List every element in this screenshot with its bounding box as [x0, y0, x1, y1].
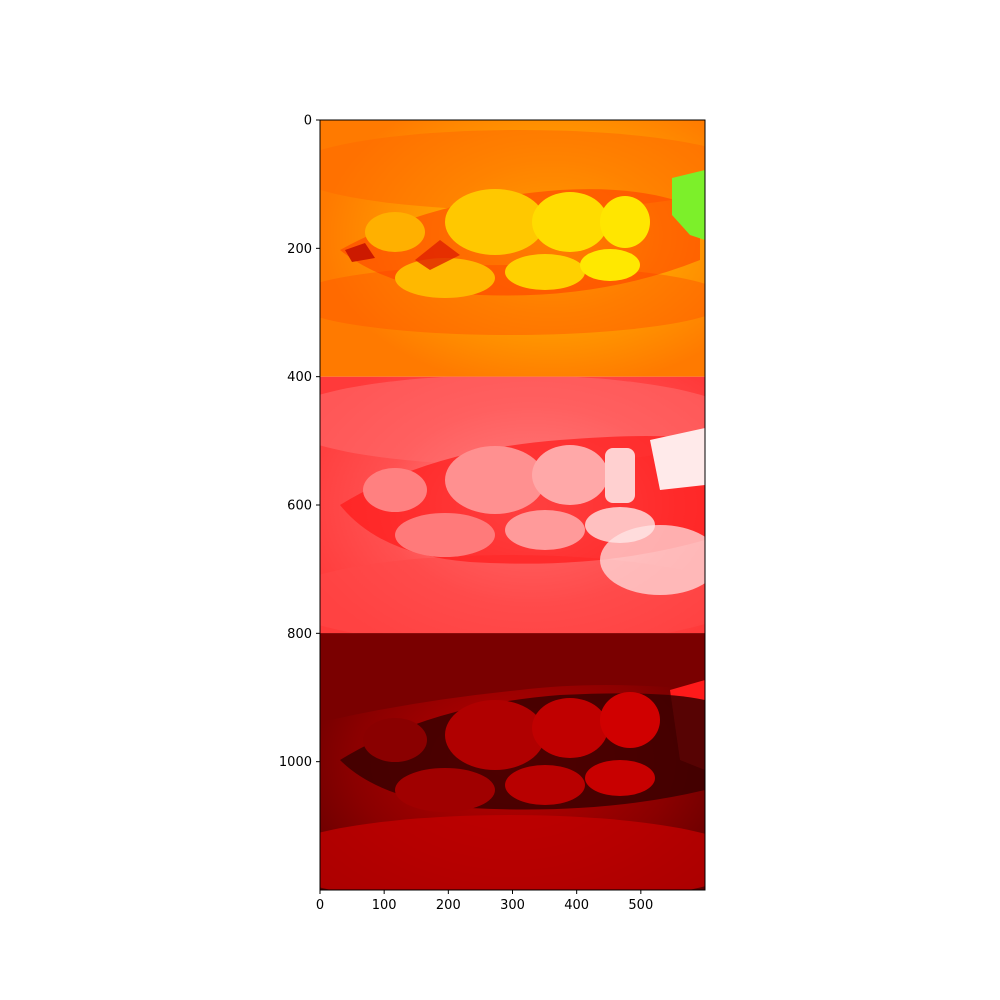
- x-tick-label: 100: [372, 898, 397, 913]
- x-tick-label: 300: [500, 898, 525, 913]
- image-panel-top: [320, 120, 705, 377]
- x-axis: 0 100 200 300 400 500: [316, 890, 653, 913]
- y-tick-label: 0: [304, 114, 312, 129]
- y-tick-label: 1000: [279, 755, 312, 770]
- y-axis: 0 200 400 600 800 1000: [279, 114, 320, 770]
- x-tick-label: 200: [436, 898, 461, 913]
- image-photo: [320, 120, 705, 890]
- x-tick-label: 0: [316, 898, 324, 913]
- image-panel-middle: [320, 376, 705, 634]
- y-tick-label: 600: [287, 499, 312, 514]
- y-tick-label: 200: [287, 242, 312, 257]
- x-tick-label: 500: [628, 898, 653, 913]
- y-tick-label: 800: [287, 627, 312, 642]
- x-tick-label: 400: [564, 898, 589, 913]
- image-panel-bottom: [320, 633, 705, 890]
- y-tick-label: 400: [287, 370, 312, 385]
